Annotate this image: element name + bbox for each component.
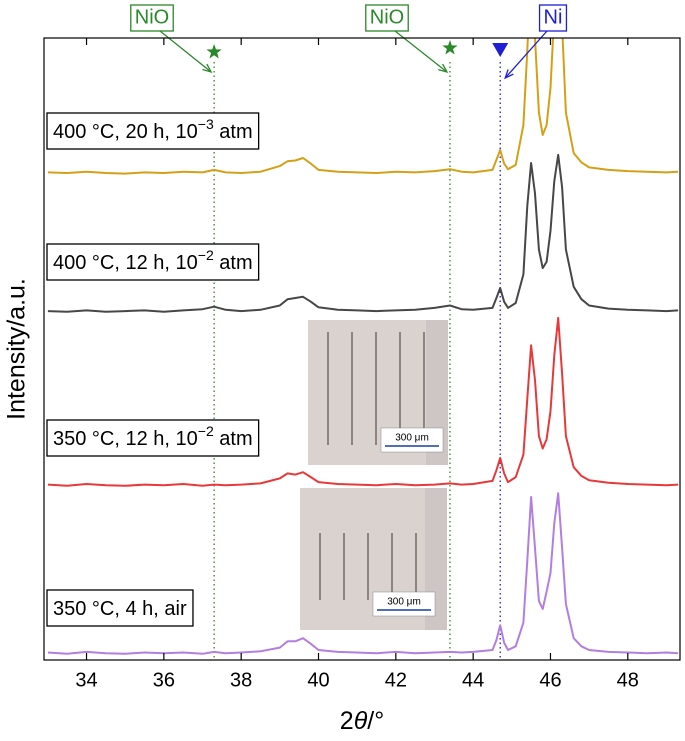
label-part: atm: [214, 252, 253, 274]
annotation-box: [538, 4, 568, 32]
annotation-text: Ni: [544, 6, 563, 28]
label-box: [46, 112, 260, 150]
x-tick-label: 36: [153, 669, 175, 691]
series-line: [47, 316, 679, 487]
annotation-text: NiO: [135, 6, 169, 28]
label-text: 400 °C, 20 h, 10−3 atm: [53, 116, 253, 144]
peak-marker: [206, 44, 222, 59]
label-part: atm: [214, 428, 253, 450]
scale-label: 300 μm: [395, 433, 429, 444]
series-label: 400 °C, 20 h, 10−3 atm: [46, 112, 260, 150]
label-part: 350 °C, 4 h, air: [53, 598, 187, 620]
arrow-head: [504, 69, 514, 80]
inset-image: 300 μm: [300, 488, 447, 630]
scale-box: [380, 427, 444, 453]
label-part: −2: [198, 423, 214, 439]
x-tick-label: 46: [539, 669, 561, 691]
x-label-part: 2: [340, 707, 354, 735]
label-part: 400 °C, 12 h, 10: [53, 252, 198, 274]
series-label: 350 °C, 4 h, air: [46, 589, 194, 627]
label-text: 350 °C, 12 h, 10−2 atm: [53, 423, 253, 451]
annotation-box: [365, 4, 409, 32]
label-part: 400 °C, 20 h, 10: [53, 121, 198, 143]
annotation-arrow: [394, 30, 448, 73]
x-axis-label: 2θ/°: [340, 707, 384, 735]
label-part: −2: [198, 247, 214, 263]
label-box: [46, 243, 260, 281]
label-part: atm: [214, 121, 253, 143]
label-part: −3: [198, 116, 214, 132]
series-line: [47, 153, 679, 313]
series-line: [47, 38, 679, 175]
label-text: 400 °C, 12 h, 10−2 atm: [53, 247, 253, 275]
inset-image: 300 μm: [308, 320, 448, 465]
plot-frame: [43, 37, 681, 661]
x-label-part: /°: [367, 707, 384, 735]
label-part: 350 °C, 12 h, 10: [53, 428, 198, 450]
x-tick-label: 42: [385, 669, 407, 691]
x-tick-label: 34: [75, 669, 97, 691]
peak-marker: [492, 43, 509, 57]
scale-box: [372, 591, 436, 617]
x-label-part: θ: [354, 707, 368, 735]
scale-label: 300 μm: [387, 597, 421, 608]
x-tick-label: 48: [617, 669, 639, 691]
series-line: [47, 492, 679, 655]
x-tick-label: 38: [230, 669, 252, 691]
x-tick-label: 44: [462, 669, 484, 691]
label-box: [46, 589, 194, 627]
x-tick-label: 40: [307, 669, 329, 691]
series-label: 400 °C, 12 h, 10−2 atm: [46, 243, 260, 281]
annotation-box: [130, 4, 174, 32]
y-axis-label: Intensity/a.u.: [3, 278, 31, 420]
label-box: [46, 419, 260, 457]
annotation-text: NiO: [370, 6, 404, 28]
annotation-arrow: [504, 30, 548, 79]
arrow-head: [202, 63, 213, 74]
annotation-arrow: [159, 30, 212, 73]
label-text: 350 °C, 4 h, air: [53, 598, 187, 620]
arrow-head: [438, 63, 449, 74]
series-label: 350 °C, 12 h, 10−2 atm: [46, 419, 260, 457]
peak-marker: [442, 40, 458, 55]
plot-area: [47, 38, 679, 660]
